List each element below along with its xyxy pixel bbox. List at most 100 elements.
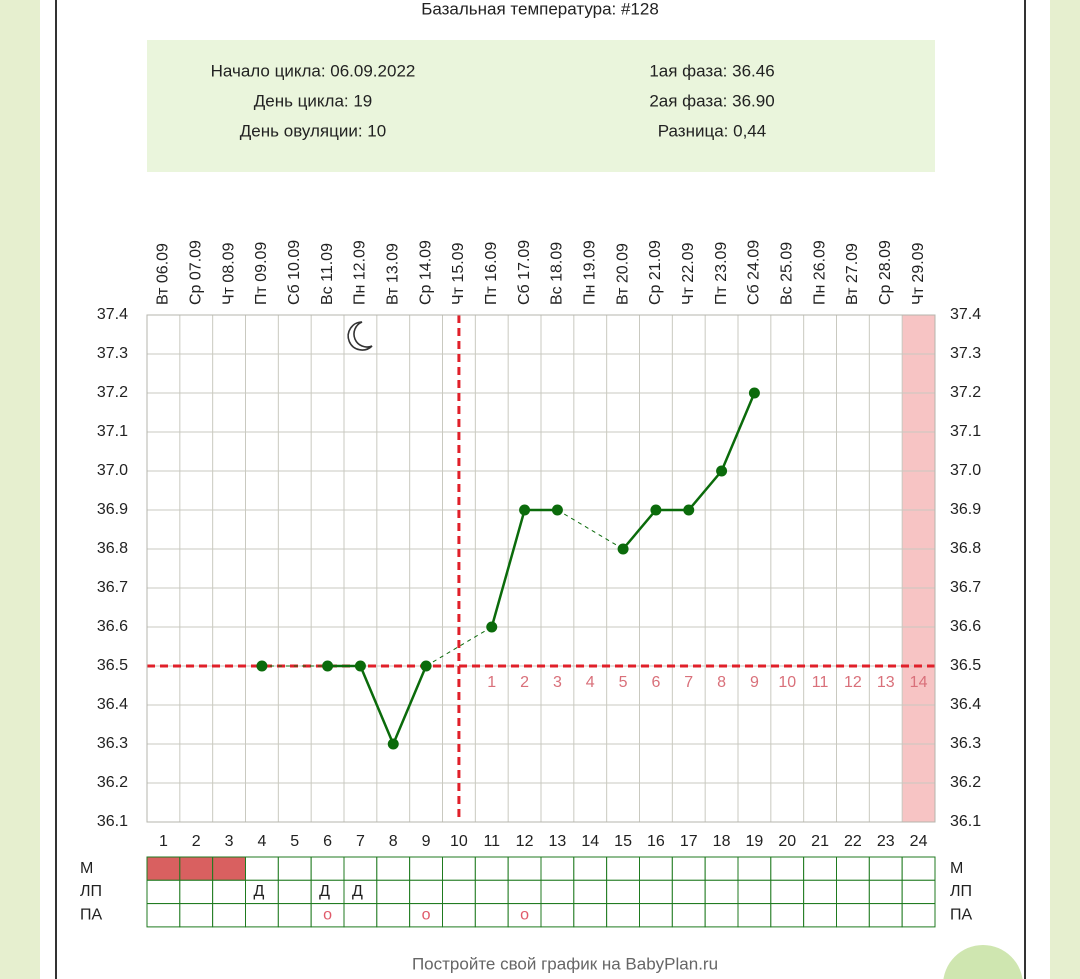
table-cell [179, 856, 214, 881]
table-cell [146, 903, 181, 928]
x-tick-label: 9 [422, 833, 431, 850]
x-tick-label: 17 [680, 833, 698, 850]
x-tick-label: 22 [844, 833, 862, 850]
info-text: День овуляции: 10 [240, 121, 386, 140]
table-cell [901, 903, 936, 928]
temperature-point [420, 660, 432, 672]
table-cell [245, 903, 279, 928]
row-label: ПА [80, 906, 103, 923]
x-date-label: Чт 15.09 [450, 242, 467, 305]
y-tick-label: 36.6 [97, 618, 128, 635]
temperature-point [748, 387, 760, 399]
cell-text: о [323, 906, 332, 923]
y-tick-label: 36.1 [97, 813, 128, 830]
y2-tick-label: 37.4 [950, 306, 981, 323]
x-tick-label: 19 [746, 833, 764, 850]
y2-tick-label: 37.1 [950, 423, 981, 440]
temperature-point [256, 660, 268, 672]
y-tick-label: 36.3 [97, 735, 128, 752]
row-label: ЛП [80, 883, 102, 900]
x-tick-label: 18 [713, 833, 731, 850]
y-tick-label: 36.7 [97, 579, 128, 596]
x-date-label: Вс 18.09 [549, 242, 566, 305]
temperature-point [322, 660, 334, 672]
y-tick-label: 37.3 [97, 345, 128, 362]
x-date-label: Сб 24.09 [746, 240, 763, 305]
x-date-label: Вт 20.09 [614, 243, 631, 305]
plot-border [146, 314, 936, 823]
table-cell [671, 903, 706, 928]
y2-tick-label: 36.3 [950, 735, 981, 752]
table-cell [540, 903, 575, 928]
table-cell [540, 879, 575, 905]
x-tick-label: 4 [257, 833, 266, 850]
table-cell [704, 879, 739, 905]
plot: 37.4 37.4 37.3 37.3 37.2 37.2 37.1 37.1 37.0 37.0… [80, 240, 981, 928]
temperature-point [387, 738, 399, 750]
cell-text: о [422, 906, 431, 923]
x-tick-label: 5 [290, 833, 299, 850]
table-cell [376, 879, 411, 905]
luteal-day-label: 12 [844, 674, 862, 691]
x-tick-label: 7 [356, 833, 365, 850]
table-cell [836, 856, 870, 881]
table-cell [770, 856, 805, 881]
table-cell [737, 856, 772, 881]
table-cell [573, 903, 608, 928]
x-tick-label: 14 [581, 833, 599, 850]
highlight-column [902, 315, 935, 822]
x-date-label: Вт 27.09 [844, 243, 861, 305]
x-tick-label: 6 [323, 833, 332, 850]
table-cell [868, 856, 903, 881]
x-date-label: Пт 09.09 [253, 242, 270, 305]
table-cell [343, 903, 378, 928]
temperature-point [354, 660, 366, 672]
table-cell [343, 856, 378, 881]
luteal-day-label: 13 [877, 674, 895, 691]
table-cell [507, 856, 542, 881]
x-date-label: Пн 12.09 [352, 240, 369, 305]
y2-tick-label: 36.1 [950, 813, 981, 830]
table-cell [409, 879, 443, 905]
x-date-label: Сб 10.09 [286, 240, 303, 305]
table-cell [310, 856, 345, 881]
y2-tick-label: 36.7 [950, 579, 981, 596]
temperature-point [486, 621, 498, 633]
temperature-point [683, 504, 695, 516]
x-tick-label: 16 [647, 833, 665, 850]
table-cell [179, 879, 214, 905]
x-tick-label: 3 [225, 833, 234, 850]
info-text: Разница: 0,44 [658, 121, 766, 140]
y2-tick-label: 36.4 [950, 696, 981, 713]
y-tick-label: 36.9 [97, 501, 128, 518]
x-date-label: Ср 21.09 [647, 240, 664, 305]
y-tick-label: 36.2 [97, 774, 128, 791]
moon-icon [347, 321, 373, 351]
temperature-point [519, 504, 531, 516]
x-date-label: Сб 17.09 [516, 240, 533, 305]
table-cell [474, 856, 509, 881]
y2-tick-label: 36.2 [950, 774, 981, 791]
x-date-label: Вт 06.09 [155, 243, 172, 305]
table-cell [245, 856, 279, 881]
table-cell [704, 856, 739, 881]
table-cell [277, 879, 312, 905]
table-cell [146, 856, 181, 881]
table-cell [442, 879, 476, 905]
table-cell [836, 903, 870, 928]
table-cell [507, 879, 542, 905]
y2-tick-label: 37.0 [950, 462, 981, 479]
x-tick-label: 24 [910, 833, 928, 850]
x-date-label: Пн 26.09 [811, 240, 828, 305]
table-cell [639, 903, 673, 928]
x-date-label: Пт 16.09 [483, 242, 500, 305]
y-tick-label: 37.1 [97, 423, 128, 440]
table-cell [803, 879, 838, 905]
table-cell [737, 879, 772, 905]
scroll-button[interactable] [943, 945, 1023, 979]
luteal-day-label: 9 [750, 674, 759, 691]
table-cell [212, 903, 247, 928]
row-label-right: ЛП [950, 883, 972, 900]
temperature-point [551, 504, 563, 516]
table-cell [376, 856, 411, 881]
